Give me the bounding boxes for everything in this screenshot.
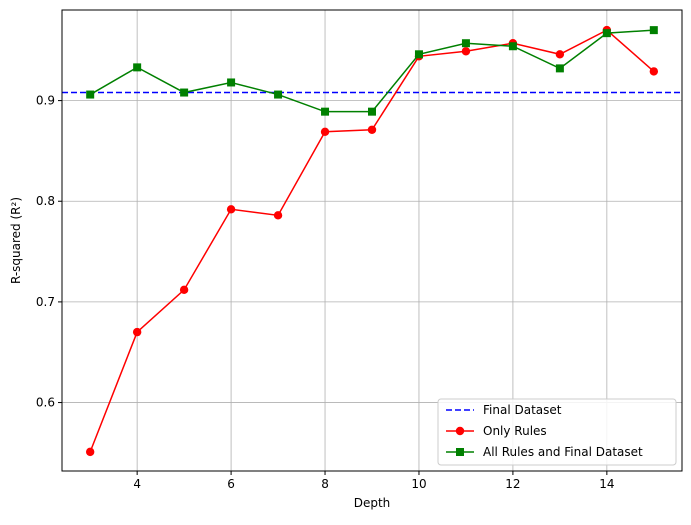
x-tick-label: 12 xyxy=(505,477,520,491)
y-tick-label: 0.9 xyxy=(36,94,55,108)
y-tick-label: 0.8 xyxy=(36,194,55,208)
y-tick-label: 0.6 xyxy=(36,396,55,410)
data-point xyxy=(226,205,236,214)
x-tick-label: 10 xyxy=(411,477,426,491)
y-axis-label: R-squared (R²) xyxy=(9,197,23,284)
plot-frame xyxy=(61,9,683,472)
data-point xyxy=(414,50,423,59)
axis-ticks: 4 6 8 10 12 14 0.6 0.7 0.8 0.9 xyxy=(36,94,615,491)
data-point xyxy=(649,67,659,76)
grid-lines xyxy=(62,10,682,471)
data-point xyxy=(367,125,377,134)
legend-marker xyxy=(456,448,464,456)
data-point xyxy=(461,47,471,56)
data-point xyxy=(555,50,565,59)
data-point xyxy=(555,64,564,73)
data-point xyxy=(179,285,189,295)
data-point xyxy=(273,211,283,220)
x-tick-label: 8 xyxy=(321,477,329,491)
data-point xyxy=(85,447,95,457)
series-1 xyxy=(86,26,658,116)
data-point xyxy=(602,29,611,38)
data-point xyxy=(132,327,142,337)
data-point xyxy=(133,63,142,72)
data-point xyxy=(461,39,470,48)
x-tick-label: 14 xyxy=(599,477,614,491)
series-line xyxy=(89,29,654,113)
legend: Final Dataset Only Rules All Rules and Fin… xyxy=(437,398,677,466)
legend-marker xyxy=(455,426,465,436)
legend-label: Only Rules xyxy=(483,424,547,438)
series-layer xyxy=(85,25,659,457)
data-point xyxy=(86,90,95,99)
legend-label: All Rules and Final Dataset xyxy=(483,445,643,459)
series-0 xyxy=(85,25,659,457)
data-point xyxy=(368,107,376,116)
legend-box xyxy=(437,398,677,466)
x-axis-label: Depth xyxy=(354,496,391,510)
data-point xyxy=(321,107,330,116)
x-tick-label: 6 xyxy=(227,477,235,491)
data-point xyxy=(508,42,517,51)
data-point xyxy=(227,78,236,87)
y-tick-label: 0.7 xyxy=(36,295,55,309)
x-tick-label: 4 xyxy=(133,477,141,491)
data-point xyxy=(180,88,189,97)
data-point xyxy=(649,26,658,35)
series-line xyxy=(89,29,655,453)
legend-label: Final Dataset xyxy=(483,403,562,417)
data-point xyxy=(274,90,283,99)
data-point xyxy=(320,127,330,136)
